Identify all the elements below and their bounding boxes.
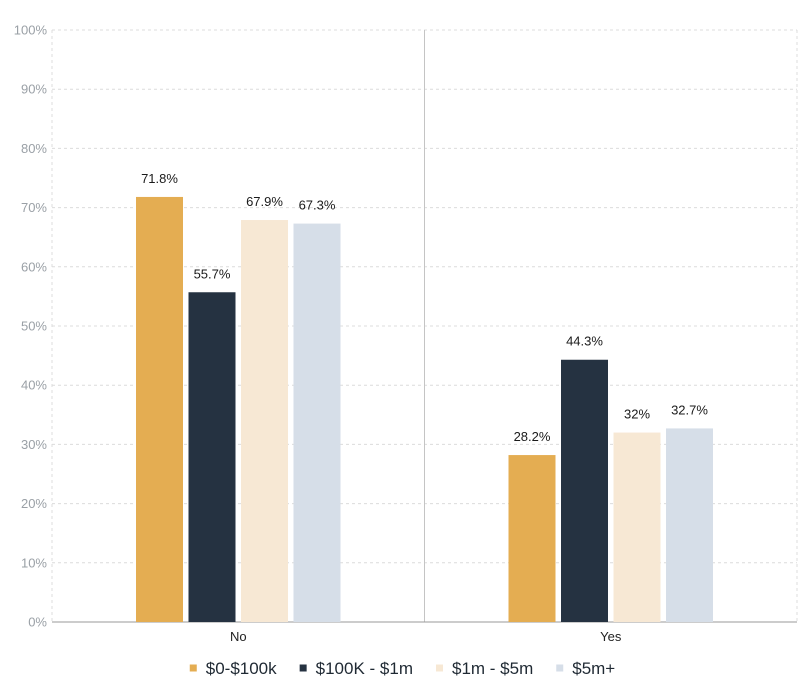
data-label: 32.7% xyxy=(671,402,708,417)
legend-label: $100K - $1m xyxy=(316,659,413,678)
y-tick-label: 40% xyxy=(21,378,47,393)
y-tick-label: 30% xyxy=(21,437,47,452)
legend-item[interactable]: $100K - $1m xyxy=(299,659,413,678)
legend-items: $0-$100k $100K - $1m $1m - $5m $5m+ xyxy=(189,659,615,678)
legend-item[interactable]: $5m+ xyxy=(556,659,615,678)
y-tick-label: 20% xyxy=(21,496,47,511)
legend-item[interactable]: $0-$100k xyxy=(189,659,277,678)
legend[interactable]: $0-$100k $100K - $1m $1m - $5m $5m+ xyxy=(189,659,616,678)
data-label: 71.8% xyxy=(141,171,178,186)
x-category-label: No xyxy=(230,629,247,644)
data-label: 28.2% xyxy=(514,429,551,444)
data-label: 67.3% xyxy=(299,198,336,213)
bar[interactable] xyxy=(613,432,661,622)
y-tick-label: 80% xyxy=(21,141,47,156)
y-tick-label: 60% xyxy=(21,259,47,274)
data-labels: 71.8% 55.7% 67.9% 67.3% 28.2% 44.3% 32% 32.7% xyxy=(141,171,708,444)
data-label: 44.3% xyxy=(566,334,603,349)
data-label: 55.7% xyxy=(194,266,231,281)
legend-item[interactable]: $1m - $5m xyxy=(435,659,533,678)
bar[interactable] xyxy=(666,428,713,622)
bar[interactable] xyxy=(293,223,341,623)
bar[interactable] xyxy=(561,359,608,622)
bar[interactable] xyxy=(241,220,288,623)
legend-label: $0-$100k xyxy=(206,659,277,678)
bars xyxy=(136,196,713,623)
y-tick-label: 100% xyxy=(14,23,48,38)
legend-swatch xyxy=(556,664,564,672)
legend-swatch xyxy=(189,664,197,672)
y-tick-label: 10% xyxy=(21,555,47,570)
legend-label: $1m - $5m xyxy=(452,659,533,678)
y-tick-label: 0% xyxy=(28,615,47,630)
bar[interactable] xyxy=(508,455,556,622)
x-axis-categories: No Yes xyxy=(230,629,622,644)
bar[interactable] xyxy=(188,292,236,622)
y-tick-label: 90% xyxy=(21,82,47,97)
data-label: 67.9% xyxy=(246,194,283,209)
legend-label: $5m+ xyxy=(572,659,615,678)
legend-swatch xyxy=(299,664,307,672)
y-tick-label: 50% xyxy=(21,319,47,334)
bar[interactable] xyxy=(136,196,183,622)
y-tick-label: 70% xyxy=(21,200,47,215)
data-label: 32% xyxy=(624,407,650,422)
y-axis-ticks: 0% 10% 20% 30% 40% 50% 60% 70% 80% 90% 100% xyxy=(14,23,48,630)
legend-swatch xyxy=(435,664,443,672)
x-category-label: Yes xyxy=(600,629,622,644)
